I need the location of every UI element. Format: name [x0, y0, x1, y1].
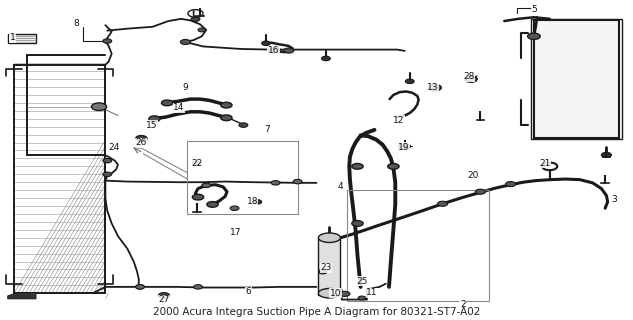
Ellipse shape [318, 233, 341, 243]
Bar [187, 141, 298, 214]
Circle shape [318, 269, 327, 274]
Bar [8, 34, 36, 43]
Text: 20: 20 [467, 172, 479, 180]
Circle shape [465, 76, 477, 82]
Circle shape [230, 206, 239, 211]
Text: 4: 4 [337, 182, 343, 191]
Bar [347, 190, 489, 301]
Circle shape [528, 33, 540, 39]
Circle shape [192, 194, 204, 200]
Text: 9: 9 [182, 83, 188, 92]
Circle shape [271, 180, 280, 185]
Circle shape [135, 285, 144, 289]
Text: 24: 24 [108, 143, 119, 152]
Text: 3: 3 [611, 195, 617, 204]
Circle shape [103, 158, 111, 163]
Circle shape [437, 201, 448, 206]
Circle shape [284, 48, 294, 53]
Circle shape [103, 172, 111, 177]
Circle shape [358, 296, 366, 300]
Text: 2000 Acura Integra Suction Pipe A Diagram for 80321-ST7-A02: 2000 Acura Integra Suction Pipe A Diagra… [153, 307, 480, 317]
Text: 17: 17 [230, 228, 242, 237]
Circle shape [271, 47, 280, 52]
Text: 16: 16 [268, 46, 279, 55]
Circle shape [239, 123, 248, 127]
Text: 8: 8 [73, 19, 78, 28]
Circle shape [340, 291, 350, 296]
Circle shape [192, 161, 201, 165]
Text: 7: 7 [265, 125, 270, 134]
Circle shape [202, 183, 211, 188]
Text: 12: 12 [392, 116, 404, 125]
Circle shape [103, 39, 111, 43]
Text: 19: 19 [398, 143, 409, 152]
Text: 25: 25 [356, 277, 368, 286]
Text: 21: 21 [539, 159, 550, 168]
Text: 28: 28 [463, 72, 475, 81]
Circle shape [399, 143, 410, 149]
Circle shape [221, 115, 232, 121]
Circle shape [191, 17, 200, 21]
Circle shape [352, 220, 363, 226]
Circle shape [253, 200, 261, 204]
Bar [14, 65, 105, 293]
Ellipse shape [318, 288, 341, 298]
Bar [531, 19, 622, 140]
Circle shape [475, 189, 486, 194]
Circle shape [135, 136, 147, 141]
Text: 15: 15 [146, 121, 157, 130]
Text: 23: 23 [320, 263, 332, 272]
Text: 11: 11 [367, 288, 378, 297]
Text: 13: 13 [427, 83, 439, 92]
Circle shape [135, 285, 144, 289]
Circle shape [198, 28, 206, 32]
Circle shape [405, 79, 414, 84]
Bar [534, 20, 619, 138]
Circle shape [506, 181, 516, 187]
Circle shape [293, 179, 302, 184]
Text: 1: 1 [10, 33, 16, 42]
Circle shape [161, 100, 173, 106]
Circle shape [268, 48, 279, 53]
Text: 22: 22 [191, 159, 203, 168]
Text: 18: 18 [246, 197, 258, 206]
Circle shape [149, 116, 160, 122]
Circle shape [322, 56, 330, 61]
Circle shape [352, 164, 363, 169]
Text: 10: 10 [330, 289, 341, 298]
Circle shape [601, 152, 611, 157]
Circle shape [221, 102, 232, 108]
Text: 27: 27 [158, 295, 170, 304]
Circle shape [158, 292, 170, 298]
Circle shape [261, 41, 270, 45]
Circle shape [429, 84, 441, 91]
Polygon shape [8, 292, 36, 299]
Circle shape [271, 47, 280, 52]
Bar [318, 238, 341, 295]
Text: 6: 6 [246, 287, 251, 296]
Circle shape [194, 285, 203, 289]
Text: 14: 14 [173, 103, 185, 112]
Circle shape [180, 39, 191, 44]
Circle shape [388, 164, 399, 169]
Circle shape [207, 202, 218, 207]
Text: 5: 5 [531, 5, 537, 14]
Circle shape [92, 103, 106, 110]
Text: 26: 26 [135, 138, 147, 147]
Text: 2: 2 [460, 300, 465, 309]
